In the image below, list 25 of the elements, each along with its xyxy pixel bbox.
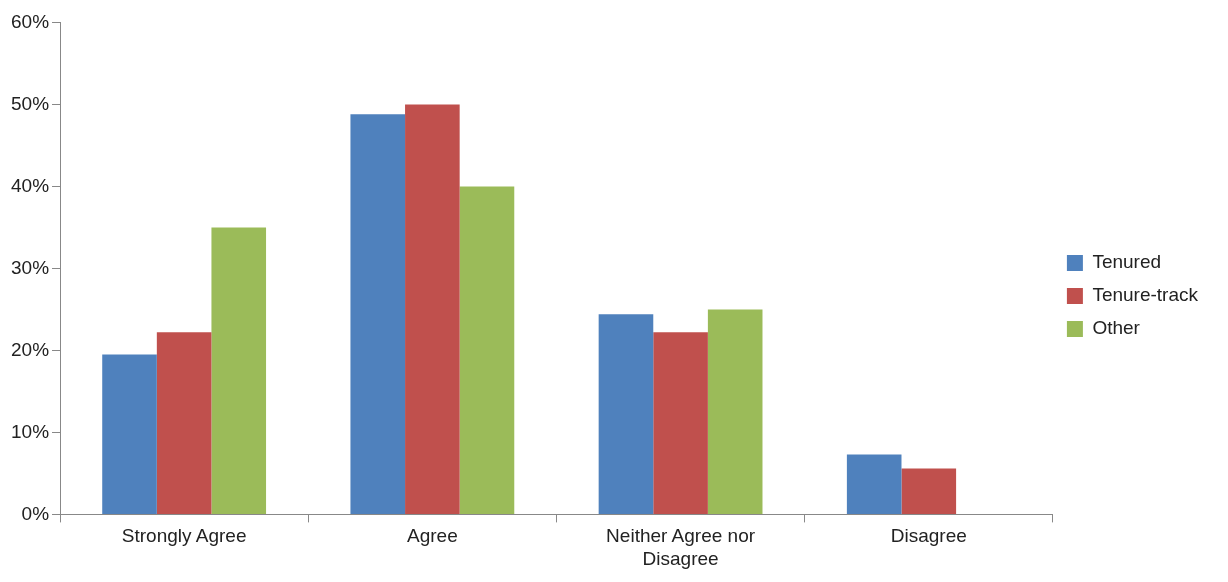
y-tick-label: 60% [11,10,50,32]
bar [846,454,902,514]
y-tick-label: 40% [11,174,50,196]
legend-label: Other [1092,317,1141,339]
bar [707,309,763,514]
y-tick-label: 0% [21,502,50,524]
y-tick-label: 30% [11,256,50,278]
bar [653,332,708,514]
x-tick-label: Agree [407,525,458,547]
y-tick-label: 20% [11,338,50,360]
bar [459,186,515,514]
bar [102,354,157,514]
bar [405,104,460,514]
legend-label: Tenured [1092,251,1162,273]
legend-label: Tenure-track [1092,284,1199,306]
bar [350,114,406,514]
x-tick-label: Disagree [890,525,967,547]
y-tick-label: 50% [11,92,50,114]
bar [598,314,654,514]
x-tick-label: Strongly Agree [121,525,247,547]
bar [156,332,212,514]
y-tick-label: 10% [11,420,50,442]
bar [211,227,267,514]
x-tick-label: Neither Agree nor Disagree [606,525,756,569]
bar [901,468,957,514]
